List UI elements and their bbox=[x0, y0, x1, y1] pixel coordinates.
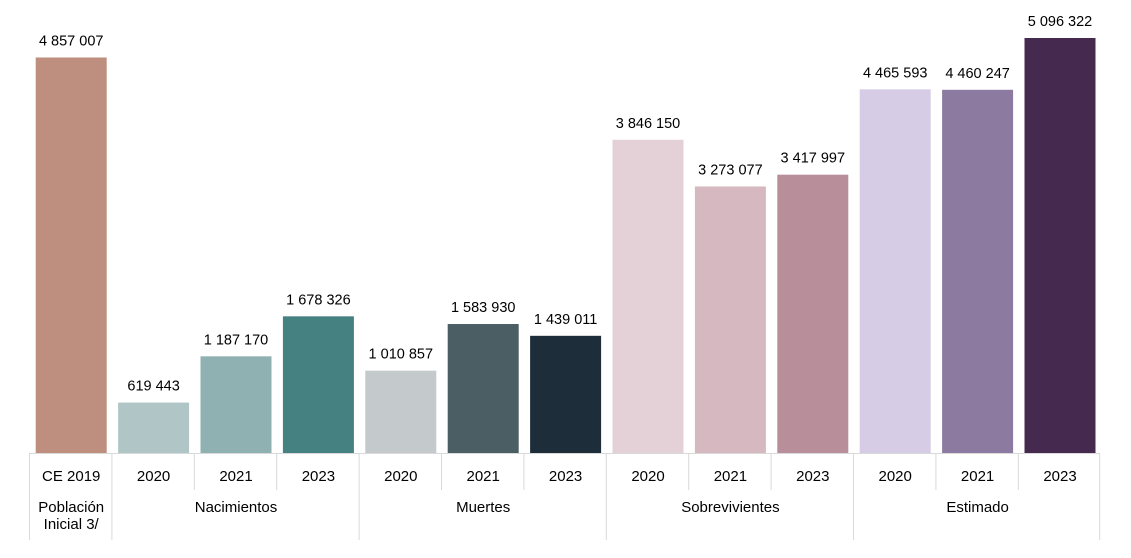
group-label: Muertes bbox=[456, 499, 510, 516]
data-label: 619 443 bbox=[127, 379, 179, 395]
data-label: 3 273 077 bbox=[698, 162, 763, 178]
bar-poblaci-n-inicial-3--ce-2019 bbox=[35, 57, 107, 453]
bar-estimado-2021 bbox=[942, 89, 1014, 454]
bar-muertes-2023 bbox=[530, 335, 602, 453]
data-label: 1 187 170 bbox=[204, 332, 269, 348]
group-label: Población bbox=[38, 499, 104, 516]
tick-label: 2020 bbox=[384, 468, 417, 485]
tick-label: 2021 bbox=[219, 468, 252, 485]
tick-label: 2021 bbox=[467, 468, 500, 485]
bar-nacimientos-2023 bbox=[282, 316, 354, 453]
data-label: 1 010 857 bbox=[369, 347, 434, 363]
bar-nacimientos-2021 bbox=[200, 356, 272, 453]
data-label: 1 678 326 bbox=[286, 292, 351, 308]
bar-sobrevivientes-2021 bbox=[694, 186, 766, 453]
tick-label: 2021 bbox=[961, 468, 994, 485]
tick-label: 2023 bbox=[796, 468, 829, 485]
bar-sobrevivientes-2020 bbox=[612, 139, 684, 453]
tick-label: 2020 bbox=[631, 468, 664, 485]
bar-muertes-2020 bbox=[365, 370, 437, 453]
data-label: 1 583 930 bbox=[451, 300, 516, 316]
value-labels-layer: 4 857 007 619 443 1 187 170 1 678 326 1 010 … bbox=[39, 14, 1092, 395]
data-label: 3 846 150 bbox=[616, 116, 681, 132]
tick-label: 2023 bbox=[549, 468, 582, 485]
tick-label: 2023 bbox=[1043, 468, 1076, 485]
bar-muertes-2021 bbox=[447, 324, 519, 453]
bar-estimado-2023 bbox=[1024, 38, 1096, 453]
bar-sobrevivientes-2023 bbox=[777, 174, 849, 453]
data-label: 4 465 593 bbox=[863, 65, 928, 81]
group-label: Sobrevivientes bbox=[681, 499, 779, 516]
tick-label: 2020 bbox=[879, 468, 912, 485]
group-label: Estimado bbox=[946, 499, 1009, 516]
bar-nacimientos-2020 bbox=[118, 402, 190, 453]
tick-label: CE 2019 bbox=[42, 468, 100, 485]
tick-label: 2020 bbox=[137, 468, 170, 485]
group-label: Nacimientos bbox=[195, 499, 278, 516]
tick-label: 2023 bbox=[302, 468, 335, 485]
group-label: Inicial 3/ bbox=[44, 516, 100, 533]
data-label: 3 417 997 bbox=[781, 151, 846, 167]
data-label: 5 096 322 bbox=[1028, 14, 1093, 30]
data-label: 4 460 247 bbox=[945, 66, 1010, 82]
tick-label: 2021 bbox=[714, 468, 747, 485]
data-label: 4 857 007 bbox=[39, 33, 104, 49]
data-label: 1 439 011 bbox=[534, 312, 597, 328]
bars-layer bbox=[35, 38, 1096, 454]
bar-estimado-2020 bbox=[859, 89, 931, 453]
